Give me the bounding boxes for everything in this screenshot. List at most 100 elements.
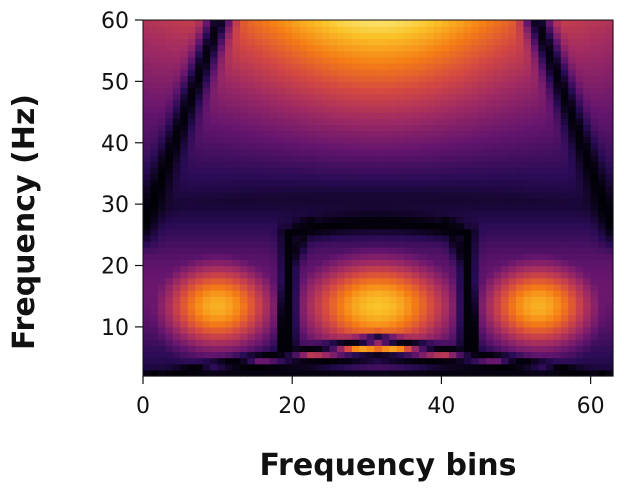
heatmap-cell bbox=[501, 339, 510, 346]
heatmap-cell bbox=[254, 20, 263, 27]
heatmap-cell bbox=[426, 112, 435, 119]
heatmap-cell bbox=[314, 302, 323, 310]
heatmap-cell bbox=[516, 216, 525, 224]
heatmap-cell bbox=[299, 296, 308, 303]
heatmap-cell bbox=[284, 99, 293, 107]
heatmap-cell bbox=[448, 228, 457, 236]
heatmap-cell bbox=[254, 210, 263, 218]
heatmap-cell bbox=[232, 81, 241, 89]
heatmap-cell bbox=[411, 345, 420, 353]
heatmap-cell bbox=[292, 198, 301, 205]
heatmap-cell bbox=[575, 142, 584, 150]
heatmap-cell bbox=[307, 210, 316, 218]
heatmap-cell bbox=[605, 50, 614, 58]
heatmap-cell bbox=[239, 308, 249, 316]
heatmap-cell bbox=[516, 142, 525, 150]
heatmap-cell bbox=[329, 198, 338, 205]
heatmap-cell bbox=[239, 339, 249, 346]
heatmap-cell bbox=[523, 130, 532, 138]
heatmap-cell bbox=[583, 363, 592, 371]
heatmap-cell bbox=[545, 155, 554, 162]
heatmap-cell bbox=[322, 112, 331, 119]
heatmap-cell bbox=[366, 277, 375, 285]
heatmap-cell bbox=[299, 136, 308, 144]
heatmap-cell bbox=[351, 26, 360, 33]
heatmap-cell bbox=[180, 320, 189, 328]
heatmap-cell bbox=[433, 234, 443, 242]
heatmap-cell bbox=[501, 216, 510, 224]
heatmap-cell bbox=[538, 351, 547, 359]
heatmap-cell bbox=[254, 191, 263, 199]
heatmap-cell bbox=[277, 124, 286, 132]
heatmap-cell bbox=[359, 345, 368, 353]
heatmap-cell bbox=[359, 87, 368, 95]
heatmap-cell bbox=[508, 320, 517, 328]
heatmap-cell bbox=[501, 234, 510, 242]
heatmap-cell bbox=[195, 62, 204, 70]
heatmap-cell bbox=[530, 161, 539, 168]
heatmap-cell bbox=[523, 142, 532, 150]
heatmap-cell bbox=[239, 44, 249, 52]
heatmap-cell bbox=[210, 50, 219, 58]
heatmap-cell bbox=[180, 283, 189, 291]
heatmap-cell bbox=[419, 75, 428, 82]
heatmap-cell bbox=[336, 234, 346, 242]
heatmap-cell bbox=[247, 265, 256, 273]
heatmap-cell bbox=[157, 314, 166, 322]
heatmap-cell bbox=[165, 234, 174, 242]
heatmap-cell bbox=[225, 20, 234, 27]
heatmap-cell bbox=[165, 56, 174, 64]
heatmap-cell bbox=[292, 56, 301, 64]
heatmap-cell bbox=[314, 271, 323, 279]
heatmap-cell bbox=[329, 216, 338, 224]
heatmap-cell bbox=[478, 87, 487, 95]
heatmap-cell bbox=[553, 271, 562, 279]
heatmap-cell bbox=[254, 228, 263, 236]
heatmap-cell bbox=[262, 148, 271, 156]
heatmap-cell bbox=[157, 38, 166, 46]
heatmap-cell bbox=[471, 105, 480, 113]
heatmap-cell bbox=[374, 210, 383, 218]
heatmap-cell bbox=[568, 320, 577, 328]
heatmap-cell bbox=[478, 253, 487, 260]
heatmap-cell bbox=[486, 124, 495, 132]
heatmap-cell bbox=[411, 333, 420, 340]
heatmap-cell bbox=[351, 87, 360, 95]
heatmap-cell bbox=[292, 50, 301, 58]
heatmap-cell bbox=[187, 216, 196, 224]
heatmap-cell bbox=[381, 320, 390, 328]
heatmap-cell bbox=[292, 351, 301, 359]
heatmap-cell bbox=[359, 216, 368, 224]
heatmap-cell bbox=[165, 136, 174, 144]
heatmap-cell bbox=[344, 62, 353, 70]
heatmap-cell bbox=[187, 253, 196, 260]
heatmap-cell bbox=[463, 81, 472, 89]
heatmap-cell bbox=[187, 234, 196, 242]
heatmap-cell bbox=[456, 118, 465, 125]
heatmap-cell bbox=[180, 56, 189, 64]
heatmap-cell bbox=[553, 283, 562, 291]
heatmap-cell bbox=[598, 130, 607, 138]
heatmap-cell bbox=[508, 56, 517, 64]
heatmap-cell bbox=[419, 191, 428, 199]
heatmap-cell bbox=[560, 173, 569, 181]
heatmap-cell bbox=[262, 333, 271, 340]
heatmap-cell bbox=[292, 167, 301, 175]
heatmap-cell bbox=[322, 81, 331, 89]
heatmap-cell bbox=[389, 56, 398, 64]
heatmap-cell bbox=[404, 333, 413, 340]
heatmap-cell bbox=[247, 44, 256, 52]
heatmap-cell bbox=[254, 130, 263, 138]
heatmap-cell bbox=[530, 75, 539, 82]
heatmap-cell bbox=[150, 265, 159, 273]
heatmap-cell bbox=[530, 240, 539, 248]
heatmap-cell bbox=[150, 173, 159, 181]
heatmap-cell bbox=[486, 357, 495, 365]
heatmap-cell bbox=[239, 179, 249, 187]
heatmap-cell bbox=[284, 93, 293, 101]
heatmap-cell bbox=[284, 296, 293, 303]
heatmap-cell bbox=[456, 105, 465, 113]
heatmap-cell bbox=[292, 228, 301, 236]
heatmap-cell bbox=[314, 326, 323, 334]
heatmap-cell bbox=[239, 62, 249, 70]
